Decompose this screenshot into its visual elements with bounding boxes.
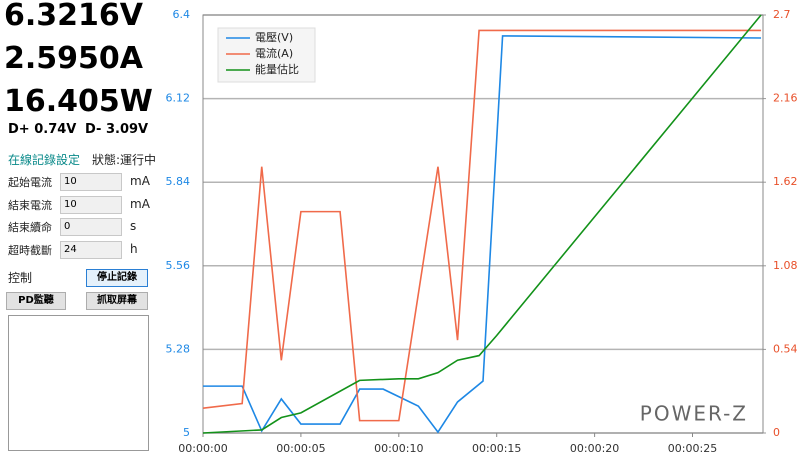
power-reading: 16.405W	[4, 84, 153, 119]
y-tick-label: 5.56	[166, 259, 191, 272]
control-label: 控制	[8, 271, 33, 285]
field-unit: s	[130, 219, 137, 233]
field-unit: mA	[130, 174, 150, 188]
field-unit: h	[130, 241, 138, 256]
logging-status: 狀態:運行中	[92, 153, 157, 167]
voltage-reading: 6.3216V	[4, 0, 143, 33]
plot-frame	[202, 14, 764, 434]
field-label: 結束電流	[8, 198, 52, 212]
log-box	[8, 315, 149, 451]
y-tick-label: 6.4	[173, 8, 191, 21]
field-unit: mA	[130, 196, 150, 211]
stop-button[interactable]: 停止記錄	[86, 269, 148, 287]
current-reading: 2.5950A	[4, 41, 143, 76]
y2-tick-label: 1.08	[773, 259, 798, 272]
field-input[interactable]: 24	[60, 240, 122, 259]
d-plus: D+ 0.74V	[8, 122, 77, 137]
y2-tick-label: 1.62	[773, 175, 798, 188]
x-tick-label: 00:00:20	[570, 442, 619, 455]
pd-button[interactable]: PD監聽	[6, 292, 66, 310]
d-minus: D- 3.09V	[85, 122, 149, 137]
series-line	[202, 14, 762, 434]
field-input[interactable]: 10	[60, 195, 122, 214]
capture-button[interactable]: 抓取屏幕	[86, 292, 148, 310]
y-tick-label: 5.84	[166, 175, 191, 188]
field-input[interactable]: 0	[60, 218, 122, 236]
x-tick-label: 00:00:25	[668, 442, 717, 455]
y2-tick-label: 0.54	[773, 342, 798, 355]
x-tick-label: 00:00:05	[276, 442, 325, 455]
y2-tick-label: 2.16	[773, 92, 798, 105]
logging-title: 在線記錄設定	[8, 153, 81, 167]
y-tick-label: 6.12	[166, 92, 191, 105]
legend-box	[217, 27, 316, 83]
y-tick-label: 5.28	[166, 342, 191, 355]
x-tick-label: 00:00:00	[178, 442, 227, 455]
watermark: POWER-Z	[640, 402, 748, 426]
y-tick-label: 5	[183, 426, 190, 439]
y2-tick-label: 0	[773, 426, 780, 439]
field-label: 結束續命	[8, 221, 52, 234]
series-line	[203, 35, 762, 434]
legend-label: 電流(A)	[255, 46, 293, 60]
legend-label: 電壓(V)	[255, 31, 293, 44]
field-label: 起始電流	[8, 176, 52, 189]
field-label: 超時截斷	[8, 243, 52, 257]
legend-label: 能量估比	[255, 62, 299, 76]
x-tick-label: 00:00:10	[374, 442, 423, 455]
series-line	[202, 29, 762, 422]
y2-tick-label: 2.7	[773, 8, 791, 21]
x-tick-label: 00:00:15	[472, 442, 521, 455]
field-input[interactable]: 10	[60, 173, 122, 191]
